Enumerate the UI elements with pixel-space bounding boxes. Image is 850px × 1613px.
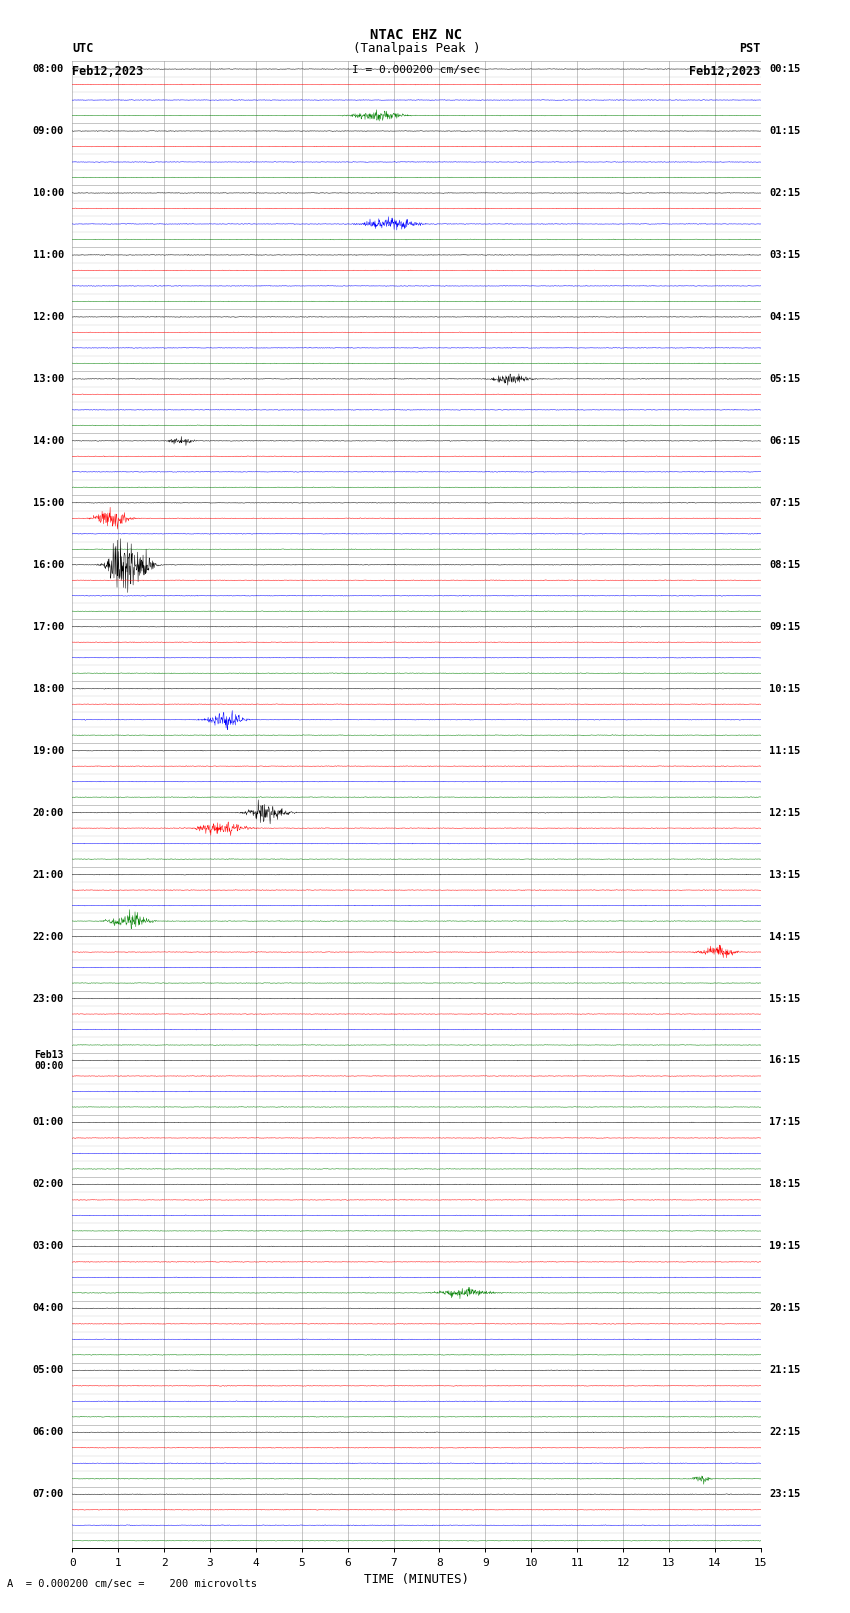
Text: 18:00: 18:00 (33, 684, 64, 694)
Text: 19:15: 19:15 (769, 1242, 800, 1252)
Text: NTAC EHZ NC: NTAC EHZ NC (371, 27, 462, 42)
Text: 09:00: 09:00 (33, 126, 64, 135)
Text: 04:15: 04:15 (769, 311, 800, 323)
X-axis label: TIME (MINUTES): TIME (MINUTES) (364, 1573, 469, 1586)
Text: 16:15: 16:15 (769, 1055, 800, 1066)
Text: 21:00: 21:00 (33, 869, 64, 879)
Text: 12:00: 12:00 (33, 311, 64, 323)
Text: 09:15: 09:15 (769, 621, 800, 632)
Text: 06:15: 06:15 (769, 436, 800, 445)
Text: 07:15: 07:15 (769, 498, 800, 508)
Text: Feb13
00:00: Feb13 00:00 (35, 1050, 64, 1071)
Text: 07:00: 07:00 (33, 1489, 64, 1498)
Text: 17:15: 17:15 (769, 1118, 800, 1127)
Text: (Tanalpais Peak ): (Tanalpais Peak ) (353, 42, 480, 55)
Text: 18:15: 18:15 (769, 1179, 800, 1189)
Text: 06:00: 06:00 (33, 1428, 64, 1437)
Text: 22:00: 22:00 (33, 932, 64, 942)
Text: 19:00: 19:00 (33, 745, 64, 755)
Text: 05:00: 05:00 (33, 1365, 64, 1376)
Text: 10:00: 10:00 (33, 189, 64, 198)
Text: 03:00: 03:00 (33, 1242, 64, 1252)
Text: 08:00: 08:00 (33, 65, 64, 74)
Text: 14:00: 14:00 (33, 436, 64, 445)
Text: 02:15: 02:15 (769, 189, 800, 198)
Text: 23:00: 23:00 (33, 994, 64, 1003)
Text: 01:15: 01:15 (769, 126, 800, 135)
Text: 21:15: 21:15 (769, 1365, 800, 1376)
Text: UTC: UTC (72, 42, 94, 55)
Text: 15:00: 15:00 (33, 498, 64, 508)
Text: 22:15: 22:15 (769, 1428, 800, 1437)
Text: 00:15: 00:15 (769, 65, 800, 74)
Text: 17:00: 17:00 (33, 621, 64, 632)
Text: 13:15: 13:15 (769, 869, 800, 879)
Text: 03:15: 03:15 (769, 250, 800, 260)
Text: I = 0.000200 cm/sec: I = 0.000200 cm/sec (353, 65, 480, 74)
Text: 15:15: 15:15 (769, 994, 800, 1003)
Text: Feb12,2023: Feb12,2023 (72, 65, 144, 77)
Text: 01:00: 01:00 (33, 1118, 64, 1127)
Text: 04:00: 04:00 (33, 1303, 64, 1313)
Text: 11:15: 11:15 (769, 745, 800, 755)
Text: 14:15: 14:15 (769, 932, 800, 942)
Text: Feb12,2023: Feb12,2023 (689, 65, 761, 77)
Text: 05:15: 05:15 (769, 374, 800, 384)
Text: A  = 0.000200 cm/sec =    200 microvolts: A = 0.000200 cm/sec = 200 microvolts (7, 1579, 257, 1589)
Text: 02:00: 02:00 (33, 1179, 64, 1189)
Text: 12:15: 12:15 (769, 808, 800, 818)
Text: 20:15: 20:15 (769, 1303, 800, 1313)
Text: PST: PST (740, 42, 761, 55)
Text: 11:00: 11:00 (33, 250, 64, 260)
Text: 13:00: 13:00 (33, 374, 64, 384)
Text: 08:15: 08:15 (769, 560, 800, 569)
Text: 10:15: 10:15 (769, 684, 800, 694)
Text: 16:00: 16:00 (33, 560, 64, 569)
Text: 23:15: 23:15 (769, 1489, 800, 1498)
Text: 20:00: 20:00 (33, 808, 64, 818)
